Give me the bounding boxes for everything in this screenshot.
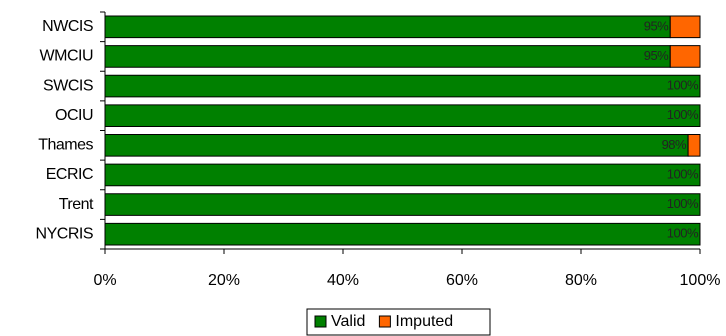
legend-label: Valid — [331, 313, 365, 330]
legend-label: Imputed — [395, 313, 453, 330]
y-tick-label: ECRIC — [46, 166, 93, 183]
x-tick-label: 40% — [327, 272, 359, 289]
bar-segment — [104, 193, 701, 216]
value-label: 98% — [662, 137, 687, 152]
legend-box — [306, 308, 491, 336]
bar-segment — [104, 15, 671, 39]
value-label: 100% — [667, 196, 699, 211]
x-tick-label: 80% — [565, 272, 597, 289]
bar-segment — [669, 45, 701, 68]
y-tick-label: OCIU — [55, 107, 93, 124]
y-tick-label: Thames — [38, 137, 93, 154]
x-tick-label: 100% — [680, 272, 721, 289]
value-label: 100% — [667, 78, 699, 93]
x-tick-label: 60% — [446, 272, 478, 289]
y-tick-label: Trent — [59, 196, 94, 213]
value-label: 95% — [644, 18, 669, 33]
bar-segment — [687, 134, 701, 157]
x-tick-label: 20% — [208, 272, 240, 289]
bar-segment — [669, 15, 701, 39]
legend-swatch — [378, 315, 391, 328]
bar-segment — [104, 74, 701, 98]
value-label: 100% — [667, 226, 699, 241]
y-tick-label: SWCIS — [43, 77, 93, 94]
value-label: 100% — [667, 107, 699, 122]
y-tick-label: NWCIS — [42, 18, 93, 35]
x-tick-label: 0% — [93, 272, 116, 289]
bar-segment — [104, 45, 671, 68]
legend-swatch — [314, 315, 327, 328]
y-tick-label: WMCIU — [40, 48, 93, 65]
value-label: 100% — [667, 166, 699, 181]
bar-segment — [104, 134, 689, 157]
y-tick-label: NYCRIS — [36, 225, 93, 242]
value-label: 95% — [644, 48, 669, 63]
bar-segment — [104, 222, 701, 246]
bar-segment — [104, 163, 701, 187]
bar-segment — [104, 104, 701, 127]
